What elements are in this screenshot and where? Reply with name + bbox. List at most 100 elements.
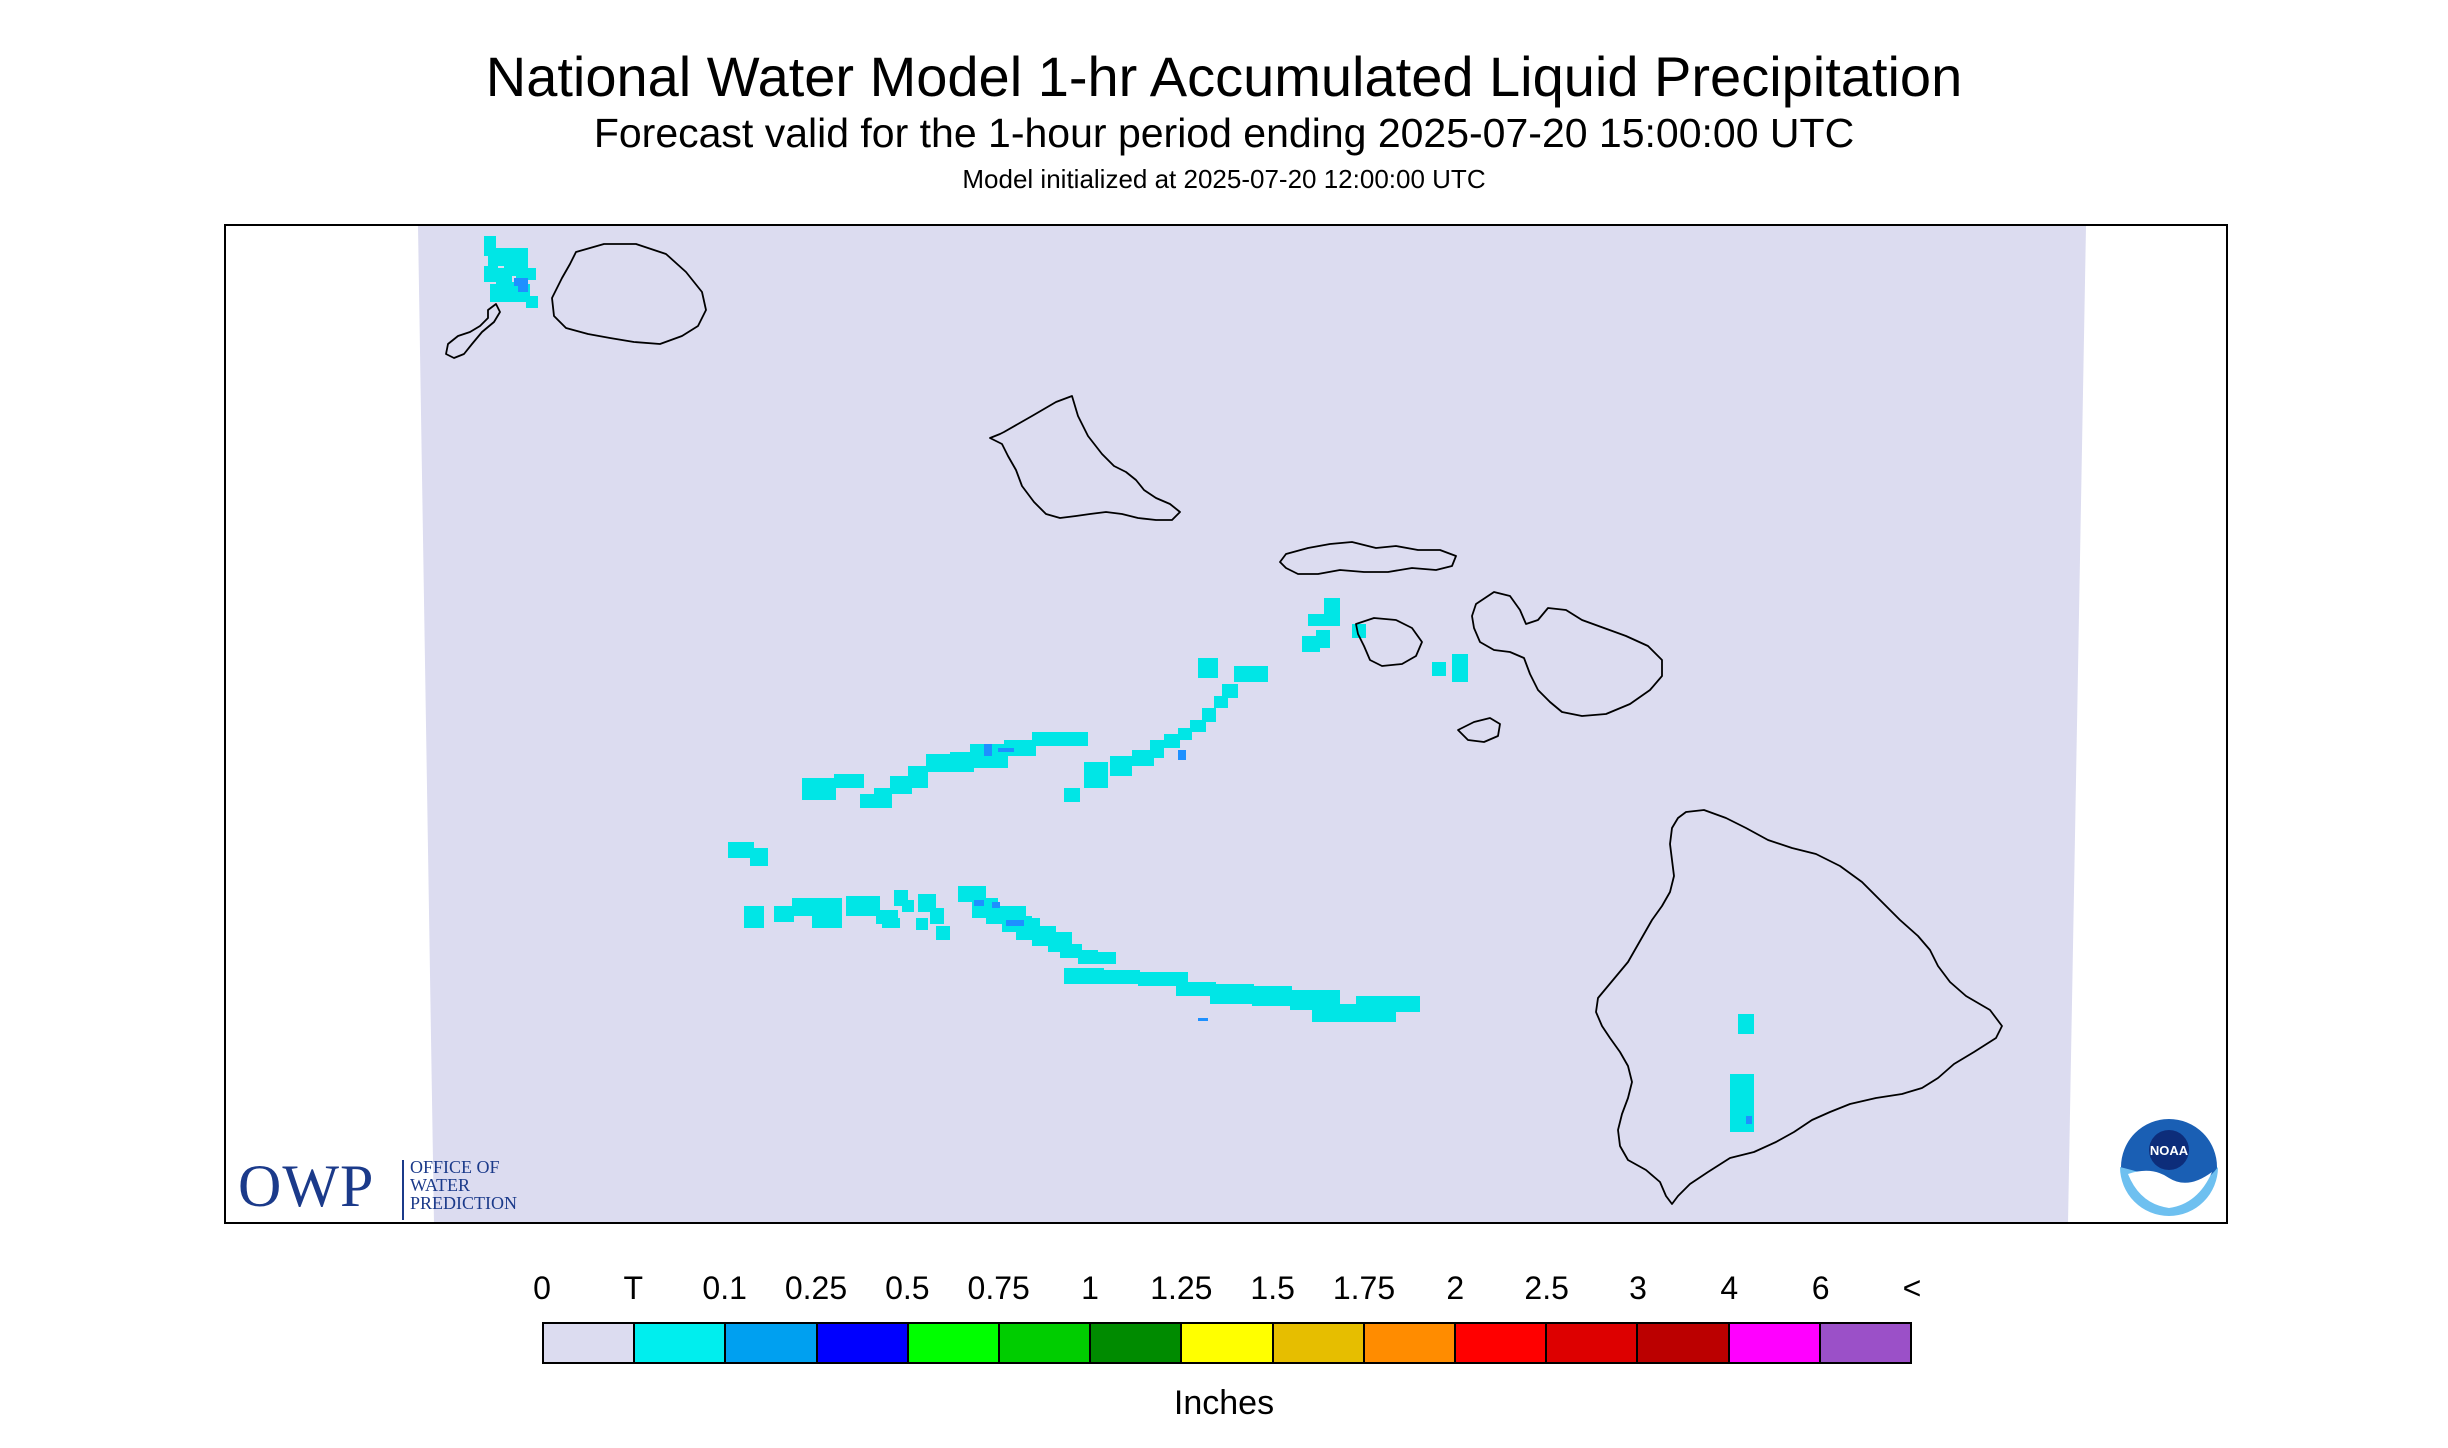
model-init-line: Model initialized at 2025-07-20 12:00:00… [962, 164, 1486, 194]
precip-cell [802, 778, 836, 800]
legend-tick-label: 2.5 [1524, 1270, 1569, 1306]
precip-cell [882, 918, 900, 928]
legend-tick-label: 1.5 [1250, 1270, 1295, 1306]
precip-cell [1032, 732, 1088, 746]
precip-cell [1210, 984, 1254, 1004]
island-niihau [445, 303, 501, 359]
owp-name-line: OFFICE OF [410, 1157, 500, 1177]
precip-cell [908, 766, 928, 788]
precip-cell [728, 842, 754, 858]
legend-color-bar [542, 1322, 1912, 1364]
legend-tick-label: < [1902, 1270, 1922, 1306]
precip-cell [902, 900, 914, 912]
legend-swatch [635, 1324, 727, 1362]
legend-swatch [1638, 1324, 1730, 1362]
noaa-logo-text: NOAA [2150, 1143, 2189, 1158]
legend-swatch [1000, 1324, 1092, 1362]
precip-cell [1352, 624, 1366, 638]
noaa-logo: NOAA [2119, 1117, 2219, 1217]
precip-cell-light [1006, 920, 1024, 926]
precip-cell [846, 896, 880, 916]
owp-name-line: WATER [410, 1175, 470, 1195]
precip-cell [1324, 598, 1340, 616]
legend-swatch [1182, 1324, 1274, 1362]
precip-cell [1308, 614, 1340, 626]
legend-swatch [908, 1324, 1001, 1362]
precip-cell [930, 908, 944, 924]
island-oahu [989, 395, 1181, 521]
precip-cell [1064, 968, 1104, 984]
precip-cell [860, 794, 874, 808]
precip-cell [918, 894, 936, 912]
precip-cell-light [1178, 750, 1186, 760]
island-molokai [1279, 541, 1457, 575]
precip-cell [792, 898, 842, 916]
precip-cell [1178, 728, 1192, 740]
precip-cell [1060, 944, 1082, 958]
precip-cell [1432, 662, 1446, 676]
precip-cell [1104, 970, 1140, 984]
legend-swatch [544, 1324, 636, 1362]
legend-tick-label: 0 [533, 1270, 551, 1306]
precip-cell [1138, 972, 1188, 986]
legend-tick-label: 1.25 [1150, 1270, 1213, 1306]
precip-cell [936, 926, 950, 940]
precip-cell-light [992, 902, 1000, 908]
legend-swatch [1273, 1324, 1365, 1362]
legend-swatch [817, 1324, 909, 1362]
precipitation-cells [484, 236, 1754, 1132]
legend-tick-label: 0.1 [702, 1270, 747, 1306]
model-domain [418, 226, 2086, 1222]
legend-swatch [1820, 1324, 1911, 1362]
island-kahoolawe [1457, 717, 1501, 743]
island-maui [1471, 591, 1663, 717]
precip-cell [1252, 986, 1292, 1006]
precip-cell [834, 774, 864, 788]
precip-cell [1356, 996, 1420, 1012]
owp-logo-letters: OWP [238, 1153, 375, 1219]
island-kauai [551, 243, 707, 345]
precip-cell [750, 848, 768, 866]
precip-cell-light [984, 744, 992, 756]
precip-cell [1110, 756, 1132, 776]
precip-cell-light [1746, 1116, 1752, 1124]
precip-cell-light [518, 286, 528, 292]
owp-name-line: PREDICTION [410, 1193, 517, 1213]
legend-tick-label: 3 [1629, 1270, 1647, 1306]
legend-tick-label: 0.75 [967, 1270, 1030, 1306]
legend-tick-label: 6 [1811, 1270, 1830, 1306]
legend-tick-label: 2 [1446, 1270, 1465, 1306]
precip-cell [1234, 666, 1268, 682]
precip-cell [1198, 658, 1218, 678]
legend-tick-label: 1.75 [1332, 1270, 1396, 1306]
island-lanai [1355, 617, 1423, 667]
legend-swatch [1091, 1324, 1183, 1362]
legend-tick-label: 1 [1081, 1270, 1099, 1306]
precip-cell [1202, 708, 1216, 722]
precip-cell [1316, 630, 1330, 648]
legend-tick-label: 0.25 [784, 1270, 848, 1306]
chart-subtitle: Forecast valid for the 1-hour period end… [593, 110, 1855, 156]
precip-cell [950, 752, 974, 772]
coastlines [445, 243, 2003, 1205]
precip-cell-light [974, 900, 984, 906]
precip-cell [1164, 734, 1180, 748]
precip-cell [1302, 636, 1320, 652]
island-hawaii [1595, 809, 2003, 1205]
chart-title: National Water Model 1-hr Accumulated Li… [485, 45, 1963, 108]
legend-tick-label: 4 [1720, 1270, 1739, 1306]
legend-unit-label: Inches [1173, 1384, 1275, 1422]
map-panel[interactable] [224, 224, 2228, 1224]
legend-swatch [726, 1324, 818, 1362]
precip-cell [1132, 750, 1154, 766]
precip-cell [916, 918, 928, 930]
precip-cell [1064, 788, 1080, 802]
precip-cell [1090, 952, 1116, 964]
legend-swatch [1547, 1324, 1639, 1362]
precip-cell [874, 788, 892, 808]
map-svg [418, 226, 2086, 1222]
owp-logo-name: OFFICE OF WATER PREDICTION [410, 1158, 517, 1212]
precip-cell [744, 906, 764, 928]
precip-cell [1452, 654, 1468, 682]
owp-logo-divider [402, 1160, 404, 1220]
